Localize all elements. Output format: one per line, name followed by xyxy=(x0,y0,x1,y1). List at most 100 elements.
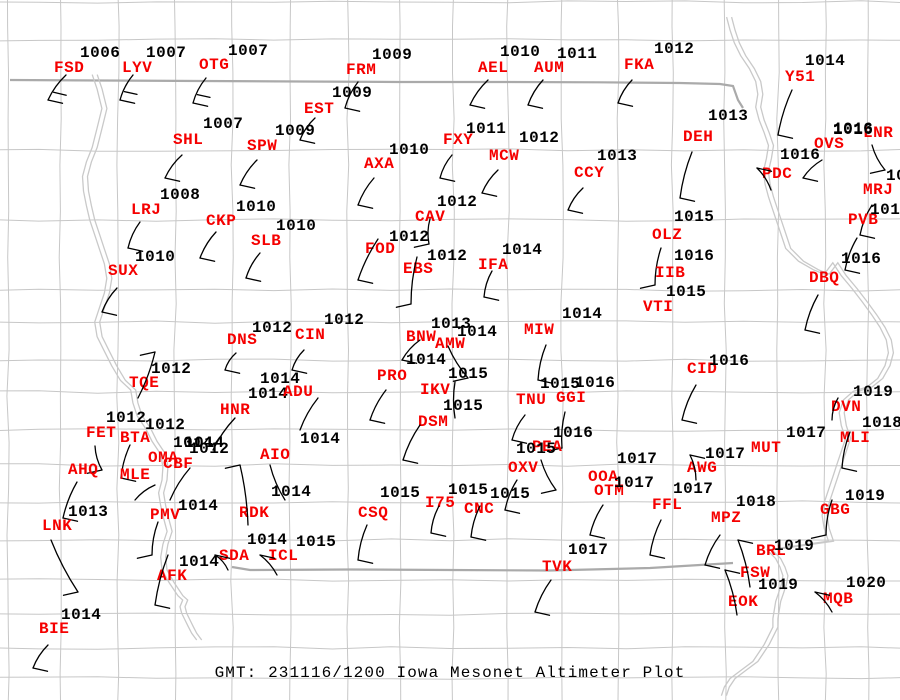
svg-text:TNU: TNU xyxy=(516,391,546,409)
svg-text:1016: 1016 xyxy=(553,424,593,442)
svg-text:1014: 1014 xyxy=(184,434,224,452)
svg-text:1014: 1014 xyxy=(260,370,300,388)
svg-text:1009: 1009 xyxy=(372,46,412,64)
svg-text:1012: 1012 xyxy=(654,40,694,58)
svg-text:1017: 1017 xyxy=(614,474,654,492)
svg-text:CCY: CCY xyxy=(574,164,604,182)
svg-text:1016: 1016 xyxy=(674,247,714,265)
svg-text:1014: 1014 xyxy=(562,305,602,323)
svg-text:1012: 1012 xyxy=(324,311,364,329)
svg-text:1015: 1015 xyxy=(448,365,488,383)
svg-text:1019: 1019 xyxy=(758,576,798,594)
svg-text:1010: 1010 xyxy=(236,198,276,216)
svg-text:1006: 1006 xyxy=(80,44,120,62)
svg-text:1016: 1016 xyxy=(886,167,900,185)
svg-text:MUT: MUT xyxy=(751,439,781,457)
svg-text:1017: 1017 xyxy=(786,424,826,442)
svg-text:1016: 1016 xyxy=(870,201,900,219)
svg-text:1015: 1015 xyxy=(490,485,530,503)
svg-text:1016: 1016 xyxy=(833,121,873,139)
svg-text:1017: 1017 xyxy=(568,541,608,559)
svg-text:1012: 1012 xyxy=(106,409,146,427)
svg-text:PMV: PMV xyxy=(150,506,180,524)
svg-text:1007: 1007 xyxy=(203,115,243,133)
svg-text:1010: 1010 xyxy=(389,141,429,159)
svg-text:MIW: MIW xyxy=(524,321,554,339)
svg-text:1015: 1015 xyxy=(674,208,714,226)
svg-text:1019: 1019 xyxy=(845,487,885,505)
svg-text:HNR: HNR xyxy=(220,401,250,419)
svg-text:1011: 1011 xyxy=(557,45,597,63)
svg-text:OLZ: OLZ xyxy=(652,226,682,244)
svg-text:1019: 1019 xyxy=(853,383,893,401)
svg-text:AIO: AIO xyxy=(260,446,290,464)
svg-text:1014: 1014 xyxy=(179,553,219,571)
svg-text:1018: 1018 xyxy=(736,493,776,511)
svg-text:1012: 1012 xyxy=(151,360,191,378)
svg-text:1007: 1007 xyxy=(146,44,186,62)
svg-text:CSQ: CSQ xyxy=(358,504,388,522)
svg-text:1014: 1014 xyxy=(457,323,497,341)
svg-text:1015: 1015 xyxy=(448,481,488,499)
svg-text:EOK: EOK xyxy=(728,593,758,611)
svg-text:1014: 1014 xyxy=(271,483,311,501)
svg-text:1016: 1016 xyxy=(709,352,749,370)
svg-text:1015: 1015 xyxy=(443,397,483,415)
svg-text:1017: 1017 xyxy=(673,480,713,498)
svg-text:1009: 1009 xyxy=(275,122,315,140)
svg-text:1008: 1008 xyxy=(160,186,200,204)
svg-text:1014: 1014 xyxy=(178,497,218,515)
svg-text:1010: 1010 xyxy=(135,248,175,266)
svg-text:1011: 1011 xyxy=(466,120,506,138)
svg-text:FFL: FFL xyxy=(652,496,682,514)
svg-text:SUX: SUX xyxy=(108,262,138,280)
svg-text:1014: 1014 xyxy=(300,430,340,448)
svg-text:FKA: FKA xyxy=(624,56,654,74)
svg-text:1012: 1012 xyxy=(519,129,559,147)
svg-text:1017: 1017 xyxy=(705,445,745,463)
svg-text:PRO: PRO xyxy=(377,367,407,385)
svg-text:CKP: CKP xyxy=(206,212,236,230)
svg-text:1014: 1014 xyxy=(805,52,845,70)
svg-text:1014: 1014 xyxy=(502,241,542,259)
svg-text:1014: 1014 xyxy=(61,606,101,624)
svg-text:1013: 1013 xyxy=(597,147,637,165)
svg-text:ICL: ICL xyxy=(268,547,298,565)
svg-text:1013: 1013 xyxy=(68,503,108,521)
svg-text:1010: 1010 xyxy=(276,217,316,235)
svg-text:1009: 1009 xyxy=(332,84,372,102)
svg-text:IIB: IIB xyxy=(655,264,685,282)
svg-text:DEH: DEH xyxy=(683,128,713,146)
svg-text:1014: 1014 xyxy=(406,351,446,369)
svg-text:1016: 1016 xyxy=(841,250,881,268)
svg-text:Y51: Y51 xyxy=(785,68,815,86)
svg-text:1012: 1012 xyxy=(145,416,185,434)
svg-text:1015: 1015 xyxy=(516,440,556,458)
svg-text:1017: 1017 xyxy=(617,450,657,468)
svg-text:TVK: TVK xyxy=(542,558,572,576)
svg-text:1015: 1015 xyxy=(666,283,706,301)
svg-text:1012: 1012 xyxy=(389,228,429,246)
svg-text:1016: 1016 xyxy=(780,146,820,164)
svg-text:1015: 1015 xyxy=(296,533,336,551)
svg-text:OTG: OTG xyxy=(199,56,229,74)
svg-text:DSM: DSM xyxy=(418,413,448,431)
svg-text:SPW: SPW xyxy=(247,137,277,155)
svg-text:OXV: OXV xyxy=(508,459,538,477)
svg-text:EST: EST xyxy=(304,100,334,118)
svg-text:LRJ: LRJ xyxy=(131,201,161,219)
svg-text:DBQ: DBQ xyxy=(809,269,839,287)
svg-text:AEL: AEL xyxy=(478,59,508,77)
svg-text:1013: 1013 xyxy=(708,107,748,125)
svg-text:1015: 1015 xyxy=(380,484,420,502)
svg-text:1019: 1019 xyxy=(774,537,814,555)
svg-text:1018: 1018 xyxy=(862,414,900,432)
svg-text:RDK: RDK xyxy=(239,504,269,522)
svg-text:MLE: MLE xyxy=(120,466,150,484)
svg-text:1020: 1020 xyxy=(846,574,886,592)
svg-text:CIN: CIN xyxy=(295,326,325,344)
svg-text:AHQ: AHQ xyxy=(68,461,98,479)
svg-text:MCW: MCW xyxy=(489,147,519,165)
svg-text:MPZ: MPZ xyxy=(711,509,741,527)
svg-text:1016: 1016 xyxy=(575,374,615,392)
